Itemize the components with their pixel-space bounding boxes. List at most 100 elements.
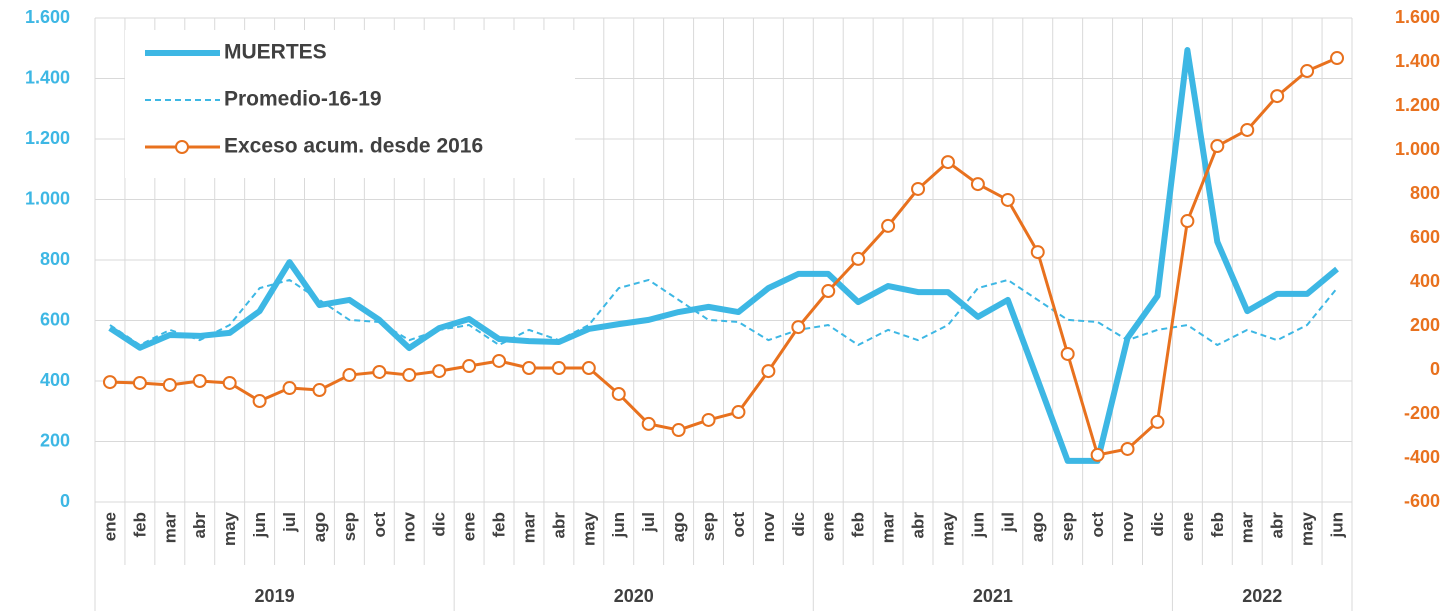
series-marker — [581, 361, 596, 376]
x-tick-label: sep — [1058, 512, 1077, 541]
x-tick-label: ago — [669, 512, 688, 542]
series-marker — [1300, 64, 1315, 79]
series-marker — [731, 405, 746, 420]
y2-tick-label: 0 — [1430, 359, 1440, 379]
series-marker — [312, 383, 327, 398]
x-tick-label: feb — [130, 512, 149, 538]
x-tick-label: may — [938, 511, 957, 546]
series-marker — [911, 181, 926, 196]
y-tick-label: 1.400 — [25, 67, 70, 87]
x-tick-label: feb — [849, 512, 868, 538]
y2-tick-label: 1.600 — [1395, 7, 1440, 27]
y2-tick-label: -400 — [1404, 447, 1440, 467]
series-marker — [1180, 214, 1195, 229]
series-marker — [1030, 245, 1045, 260]
y-tick-label: 1.600 — [25, 7, 70, 27]
series-marker — [521, 361, 536, 376]
series-marker — [102, 375, 117, 390]
x-tick-label: nov — [759, 511, 778, 542]
legend-label: Promedio-16-19 — [224, 88, 382, 111]
x-tick-label: jun — [250, 512, 269, 539]
x-tick-label: ene — [460, 512, 479, 541]
series-marker — [222, 375, 237, 390]
y2-tick-label: 600 — [1410, 227, 1440, 247]
x-tick-label: abr — [190, 512, 209, 539]
year-label: 2021 — [973, 586, 1013, 606]
x-tick-label: abr — [1268, 512, 1287, 539]
x-tick-label: jun — [609, 512, 628, 539]
series-marker — [821, 284, 836, 299]
x-tick-label: jul — [998, 512, 1017, 533]
y-tick-label: 0 — [60, 491, 70, 511]
y2-tick-label: 1.400 — [1395, 51, 1440, 71]
series-marker — [1240, 122, 1255, 137]
series-marker — [402, 368, 417, 383]
x-tick-label: may — [220, 511, 239, 546]
x-tick-label: feb — [490, 512, 509, 538]
y2-tick-label: -200 — [1404, 403, 1440, 423]
legend-label: Exceso acum. desde 2016 — [224, 135, 483, 158]
series-marker — [162, 377, 177, 392]
series-marker — [970, 177, 985, 192]
series-marker — [1270, 89, 1285, 104]
series-marker — [1090, 447, 1105, 462]
x-tick-label: mar — [160, 512, 179, 544]
y2-tick-label: 800 — [1410, 183, 1440, 203]
series-marker — [551, 361, 566, 376]
year-label: 2022 — [1242, 586, 1282, 606]
x-tick-label: feb — [1208, 512, 1227, 538]
x-tick-label: jun — [1328, 512, 1347, 539]
x-tick-label: ago — [1028, 512, 1047, 542]
x-tick-label: ene — [100, 512, 119, 541]
series-marker — [611, 386, 626, 401]
x-tick-label: ago — [310, 512, 329, 542]
y-tick-label: 1.000 — [25, 188, 70, 208]
x-tick-label: ene — [1178, 512, 1197, 541]
legend-label: MUERTES — [224, 41, 327, 64]
y2-tick-label: 400 — [1410, 271, 1440, 291]
x-tick-label: ene — [819, 512, 838, 541]
x-tick-label: dic — [789, 512, 808, 537]
series-marker — [761, 364, 776, 379]
y-tick-label: 600 — [40, 309, 70, 329]
x-tick-label: jul — [639, 512, 658, 533]
series-marker — [192, 374, 207, 388]
x-tick-label: sep — [340, 512, 359, 541]
series-marker — [881, 218, 896, 233]
series-marker — [492, 353, 507, 368]
series-line — [108, 47, 1339, 464]
x-tick-label: mar — [519, 512, 538, 544]
y2-tick-label: 1.000 — [1395, 139, 1440, 159]
y-tick-label: 200 — [40, 430, 70, 450]
series-marker — [641, 416, 656, 431]
y2-tick-label: 1.200 — [1395, 95, 1440, 115]
series-marker — [940, 155, 955, 170]
legend-marker — [175, 140, 189, 154]
series-marker — [372, 364, 387, 379]
x-tick-label: abr — [909, 512, 928, 539]
series-marker — [252, 394, 267, 409]
x-tick-label: oct — [1088, 512, 1107, 538]
x-tick-label: nov — [400, 511, 419, 542]
series-marker — [1000, 192, 1015, 207]
series-marker — [462, 359, 477, 374]
series-marker — [851, 251, 866, 266]
y2-tick-label: -600 — [1404, 491, 1440, 511]
series-marker — [791, 320, 806, 335]
x-tick-label: dic — [1148, 512, 1167, 537]
x-tick-label: mar — [1238, 512, 1257, 544]
series-marker — [1330, 51, 1345, 66]
series-marker — [701, 412, 716, 427]
y-tick-label: 400 — [40, 370, 70, 390]
series-marker — [342, 368, 357, 383]
x-tick-label: oct — [370, 512, 389, 538]
x-tick-label: dic — [430, 512, 449, 537]
year-label: 2019 — [255, 586, 295, 606]
series-marker — [1060, 346, 1075, 361]
x-tick-label: nov — [1118, 511, 1137, 542]
series-marker — [1120, 441, 1135, 456]
x-tick-label: may — [579, 511, 598, 546]
x-tick-label: jun — [968, 512, 987, 539]
x-tick-label: sep — [699, 512, 718, 541]
y-tick-label: 1.200 — [25, 128, 70, 148]
